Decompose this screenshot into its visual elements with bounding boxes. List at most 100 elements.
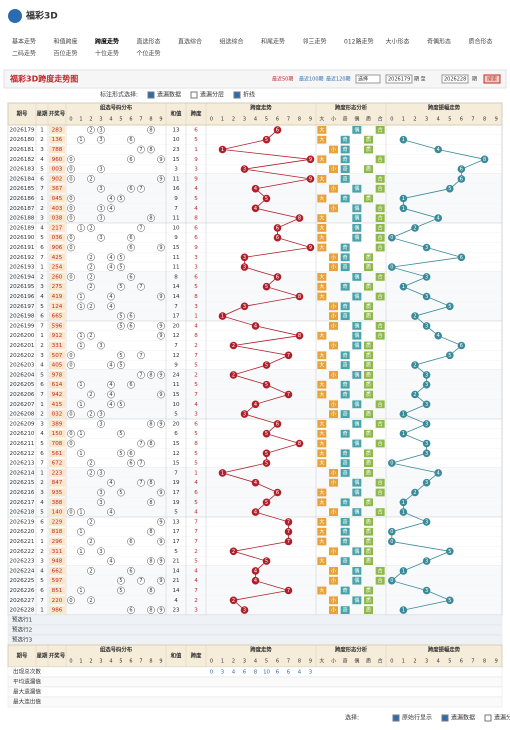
- checkbox[interactable]: [484, 714, 492, 722]
- checkbox[interactable]: [392, 714, 400, 722]
- span-digit: 4: [254, 186, 257, 192]
- form-text: 合: [378, 401, 383, 408]
- nav-link[interactable]: 个位走势: [137, 50, 161, 58]
- form-text: 小: [331, 567, 336, 574]
- group-digit: 4: [109, 392, 112, 398]
- form-text: 质: [366, 371, 371, 378]
- search-button[interactable]: [483, 74, 501, 84]
- form-text: 合: [378, 175, 383, 182]
- nav-link[interactable]: 大小形态: [386, 38, 410, 46]
- group-hit: [107, 204, 115, 213]
- draw: 665: [52, 314, 63, 320]
- span-point: [295, 331, 304, 340]
- nav-link[interactable]: 邻三走势: [303, 38, 327, 46]
- sub-header: 3: [99, 659, 102, 665]
- search-text[interactable]: 搜索: [487, 76, 497, 83]
- checkbox[interactable]: [233, 91, 241, 99]
- week: 5: [40, 578, 44, 584]
- preselect-row[interactable]: [7, 614, 503, 626]
- group-digit: 9: [159, 578, 162, 584]
- to-label: 期 至: [414, 77, 426, 83]
- span-digit: 7: [287, 588, 290, 594]
- nav-link[interactable]: 组选综合: [220, 38, 244, 46]
- nav-link[interactable]: 012路走势: [344, 38, 373, 46]
- checkbox-label[interactable]: 原始行显示: [402, 714, 432, 722]
- checkbox[interactable]: [147, 91, 155, 99]
- row-band: [8, 585, 502, 596]
- form-text: 小: [331, 548, 336, 555]
- checkbox-label[interactable]: 折线: [243, 91, 255, 99]
- nav-link[interactable]: 直选形态: [137, 38, 161, 46]
- form-hit: [329, 204, 338, 213]
- amp-digit: 3: [425, 588, 428, 594]
- row-band: [8, 213, 502, 223]
- form-text: 合: [378, 156, 383, 163]
- from-input[interactable]: [385, 74, 413, 84]
- form-hit: [317, 292, 327, 301]
- group-digit: 0: [69, 431, 72, 437]
- nav-link[interactable]: 百位走势: [54, 50, 78, 58]
- group-digit: 9: [159, 519, 162, 525]
- sum: 14: [172, 294, 180, 300]
- checkbox[interactable]: [441, 714, 449, 722]
- nav-link[interactable]: 基本走势: [12, 38, 36, 46]
- amp-digit: 4: [437, 470, 440, 476]
- form-hit: [352, 371, 362, 379]
- amp-digit: 1: [402, 510, 405, 516]
- group-digit: 4: [109, 559, 112, 565]
- span-digit: 2: [232, 598, 235, 604]
- draw-bg: [49, 400, 65, 409]
- to-input[interactable]: [441, 74, 469, 84]
- nav-link[interactable]: 奇偶形态: [427, 38, 451, 46]
- sum: 15: [172, 441, 180, 447]
- week: 7: [40, 392, 44, 398]
- span-point: [273, 224, 282, 232]
- sum: 5: [174, 549, 178, 555]
- group-hit: [137, 576, 145, 585]
- draw-bg: [49, 331, 65, 340]
- group-digit: 1: [79, 294, 82, 300]
- nav-link[interactable]: 十位走势: [95, 50, 119, 58]
- group-digit: 9: [159, 490, 162, 496]
- checkbox-label[interactable]: 遗漏分层: [200, 91, 224, 99]
- sub-header: 0: [210, 117, 213, 123]
- checkbox-label[interactable]: 遗漏数据: [157, 91, 181, 99]
- form-hit: [364, 145, 373, 154]
- group-digit: 6: [129, 157, 132, 163]
- nav-link[interactable]: 跨度走势: [95, 38, 119, 46]
- preselect-row[interactable]: [7, 634, 503, 646]
- form-hit: [317, 214, 327, 222]
- group-hit: [87, 390, 95, 399]
- nav-link[interactable]: 和值跨度: [54, 38, 78, 46]
- form-text: 大: [319, 450, 324, 457]
- form-hit: [375, 322, 385, 330]
- checkbox-label[interactable]: 遗漏分层: [494, 714, 510, 722]
- nav-link[interactable]: 二码走势: [12, 50, 36, 58]
- group-digit: 0: [69, 412, 72, 418]
- span: 6: [194, 274, 198, 280]
- nav-link[interactable]: 质合形态: [469, 38, 493, 46]
- checkbox-label[interactable]: 遗漏数据: [451, 714, 475, 722]
- recent-link[interactable]: 最近50期: [272, 76, 293, 83]
- nav-link[interactable]: 和尾走势: [261, 38, 285, 46]
- form-text: 质: [366, 499, 371, 506]
- form-hit: [352, 400, 362, 409]
- group-hit: [107, 292, 115, 301]
- form-hit: [364, 410, 373, 418]
- form-text: 偶: [354, 567, 359, 574]
- span: 4: [194, 323, 198, 329]
- form-hit: [352, 508, 362, 516]
- recent-link[interactable]: 最近100期: [299, 76, 324, 83]
- nav-link[interactable]: 直选综合: [178, 38, 202, 46]
- preselect-row[interactable]: [7, 624, 503, 636]
- draw: 672: [52, 461, 63, 467]
- span-point: [273, 488, 282, 497]
- stats-label: 出现总次数: [13, 668, 41, 676]
- checkbox[interactable]: [190, 91, 198, 99]
- select-box[interactable]: [355, 74, 381, 84]
- span: 9: [194, 245, 198, 251]
- form-hit: [364, 371, 373, 379]
- recent-link[interactable]: 最近120期: [326, 76, 351, 83]
